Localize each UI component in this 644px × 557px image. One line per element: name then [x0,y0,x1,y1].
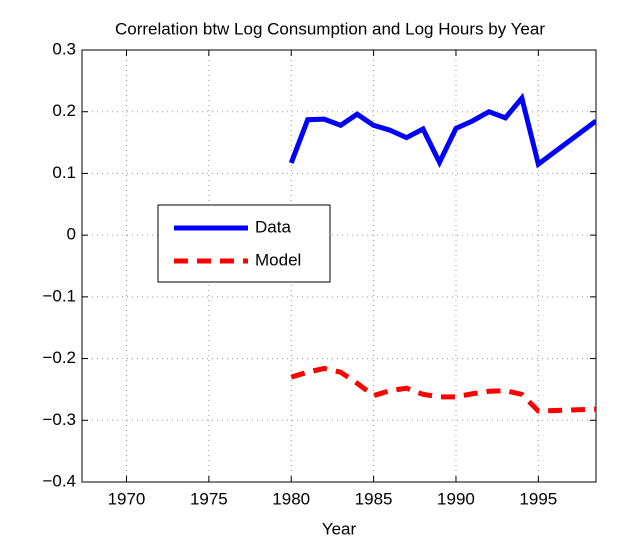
legend-label: Data [255,217,291,236]
x-axis-label: Year [322,519,357,538]
y-tick-label: 0.1 [52,163,76,182]
y-tick-label: 0.3 [52,39,76,58]
chart-title: Correlation btw Log Consumption and Log … [115,19,545,38]
y-tick-label: −0.2 [42,348,76,367]
y-tick-label: −0.1 [42,286,76,305]
legend-box [157,204,331,283]
y-tick-label: −0.3 [42,410,76,429]
y-tick-label: 0.2 [52,101,76,120]
x-tick-label: 1975 [190,489,228,508]
x-tick-label: 1990 [437,489,475,508]
x-tick-label: 1970 [108,489,146,508]
x-tick-label: 1995 [519,489,557,508]
series-line [290,365,596,414]
series-line [288,92,596,169]
y-tick-label: 0 [67,225,76,244]
y-tick-label: −0.4 [42,471,76,490]
x-tick-label: 1980 [272,489,310,508]
legend-label: Model [255,250,301,269]
plot-frame [81,49,597,483]
x-tick-label: 1985 [355,489,393,508]
